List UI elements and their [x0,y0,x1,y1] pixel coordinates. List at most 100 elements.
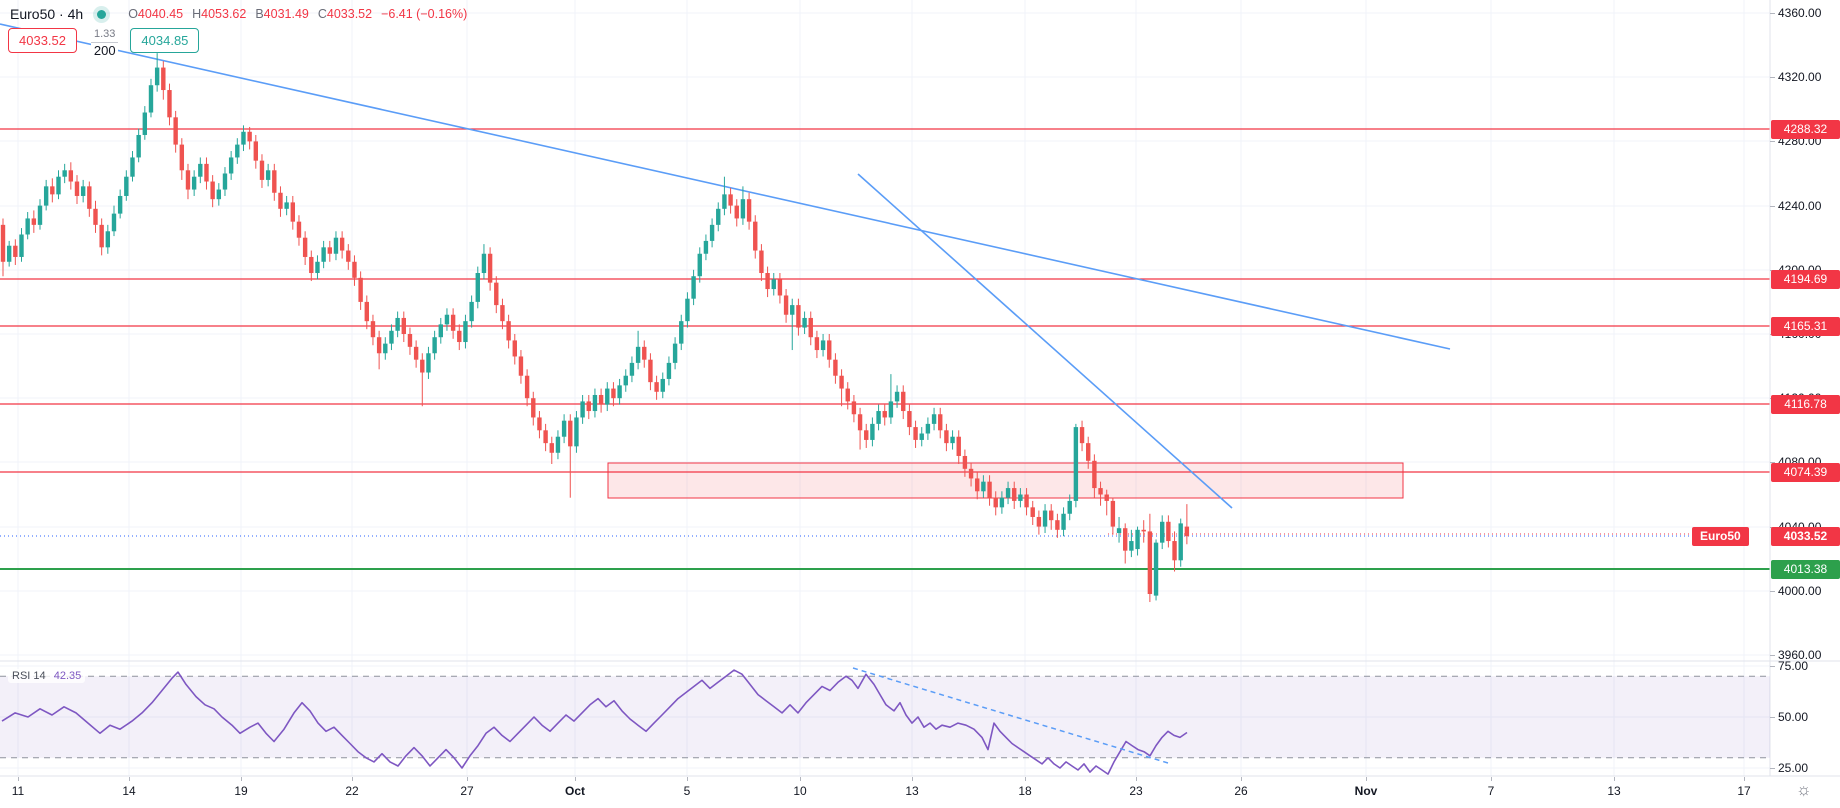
candle-body [654,382,659,392]
red-price-label[interactable]: 4033.52 [8,28,77,53]
candle-body [1135,529,1140,550]
candle-body [759,250,764,274]
candle-body [722,194,727,209]
candle-body [111,213,117,232]
candle-body [531,398,536,418]
candle-body [907,411,912,428]
candle-body [272,170,277,193]
open-value: 4040.45 [137,7,184,21]
supply-zone-rectangle[interactable] [607,462,1404,499]
symbol-title[interactable]: Euro50 · 4h [10,6,84,22]
candle-body [25,218,30,235]
candle-body [68,170,74,182]
candle-body [241,131,246,145]
candle-body [395,317,400,331]
candle-body [864,430,869,440]
candle-body [524,375,530,399]
candle-body [191,176,197,190]
candle-body [185,170,191,190]
candle-body [561,420,567,437]
candle-body [672,343,678,363]
candle-body [518,356,524,376]
candle-body [457,330,462,343]
candle-body [450,314,456,331]
candle-body [463,321,468,343]
candle-body [290,202,296,222]
change-value: −6.41 (−0.16%) [381,7,468,21]
candle-body [302,237,308,257]
candle-body [845,388,850,402]
candle-body [1073,427,1079,501]
high-key: H [192,7,202,21]
candle-body [919,433,924,440]
time-axis-settings-icon[interactable]: ☼ [1796,780,1812,799]
candle-body [198,163,203,177]
candle-body [962,455,968,469]
candle-body [623,375,628,386]
candle-body [1067,500,1072,514]
candle-body [0,224,6,262]
trendline[interactable] [857,173,1233,509]
candle-body [648,359,653,383]
rsi-period: 14 [33,670,46,682]
candle-body [13,245,18,257]
candle-body [790,305,795,315]
candle-body [376,337,382,354]
candle-body [709,224,715,241]
candle-body [968,468,974,479]
candle-body [635,346,641,363]
candle-body [173,117,178,145]
candle-body [1024,494,1029,508]
rsi-curve [1,669,1188,775]
candle-body [278,192,283,209]
candle-body [716,208,721,225]
candle-body [370,321,376,338]
candle-body [925,423,931,434]
candle-body [222,173,228,190]
candle-body [938,414,943,431]
candle-body [993,497,998,508]
candle-body [666,362,672,379]
rsi-trendline[interactable] [852,667,1169,764]
candle-body [105,231,111,248]
candle-body [555,436,561,453]
candle-body [734,205,739,219]
candle-body [1116,528,1122,534]
candle-body [537,417,542,431]
candle-body [950,436,955,444]
trendline[interactable] [0,23,1451,350]
candle-body [401,317,406,334]
candle-body [407,334,413,347]
candle-body [981,481,986,492]
candle-body [37,205,43,225]
candle-body [796,305,801,328]
candle-body [179,144,185,171]
candle-body [1012,488,1017,501]
candle-body [703,240,709,254]
candle-body [265,170,271,180]
candle-body [43,186,49,206]
candle-body [512,340,517,357]
candle-body [660,378,665,392]
candle-body [814,337,820,351]
candle-body [309,256,314,274]
candle-body [475,273,480,302]
candle-body [80,186,86,196]
candle-body [913,427,918,440]
candle-body [1049,510,1054,521]
ma-price-label[interactable]: 4034.85 [130,28,200,53]
series-status-dot-icon [97,9,107,19]
candle-body [315,261,320,274]
candle-body [598,394,604,405]
candle-body [956,436,961,456]
candle-body [216,189,222,200]
candle-body [235,144,240,158]
candle-body [438,324,443,338]
interval-label[interactable]: 4h [67,6,84,22]
rsi-legend[interactable]: RSI 14 42.35 [8,669,86,683]
candle-body [642,346,647,360]
candle-body [210,181,215,200]
candle-body [93,208,98,225]
